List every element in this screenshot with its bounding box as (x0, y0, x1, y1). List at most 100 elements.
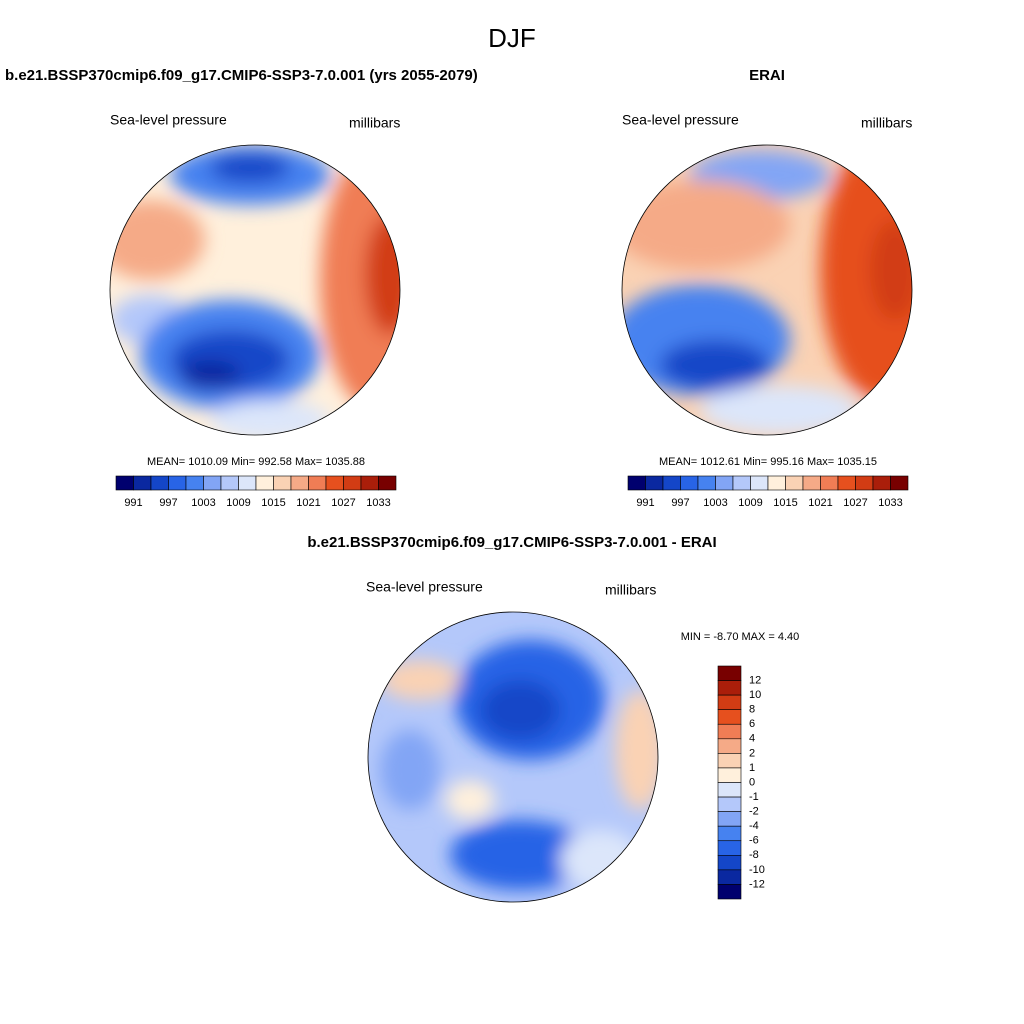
colorbar-box (750, 475, 769, 491)
colorbar-box (717, 767, 742, 783)
colorbar-label: 4 (749, 733, 755, 745)
colorbar-box (150, 475, 169, 491)
colorbar-box (697, 475, 716, 491)
colorbar-box (732, 475, 751, 491)
colorbar-label: 1015 (773, 497, 797, 509)
colorbar-box (717, 753, 742, 769)
field-label: Sea-level pressure (622, 112, 739, 128)
colorbar-box (360, 475, 379, 491)
colorbar-box (890, 475, 909, 491)
colorbar-label: 1009 (226, 497, 250, 509)
colorbar-box (220, 475, 239, 491)
colorbar: 991 997 1003 1009 1015 1021 1027 1033 (115, 475, 397, 509)
colorbar-label: -8 (749, 849, 759, 861)
colorbar-label: 997 (671, 497, 689, 509)
panel-title: ERAI (749, 67, 785, 84)
colorbar-label: -12 (749, 878, 765, 890)
colorbar-label: -1 (749, 791, 759, 803)
colorbar-box (238, 475, 257, 491)
colorbar-label: 6 (749, 718, 755, 730)
colorbar-label: -10 (749, 864, 765, 876)
colorbar-box (645, 475, 664, 491)
colorbar-label: 1 (749, 762, 755, 774)
colorbar-label: 0 (749, 776, 755, 788)
colorbar-label: 991 (124, 497, 142, 509)
colorbar-label: 10 (749, 689, 761, 701)
colorbar-box (717, 680, 742, 696)
colorbar-box (308, 475, 327, 491)
colorbar-label: 12 (749, 674, 761, 686)
map-border (621, 144, 913, 436)
colorbar-label: 1003 (191, 497, 215, 509)
colorbar-box (717, 811, 742, 827)
colorbar-label: 1015 (261, 497, 285, 509)
colorbar-box (872, 475, 891, 491)
colorbar-box (785, 475, 804, 491)
colorbar-box (662, 475, 681, 491)
map-stats: MIN = -8.70 MAX = 4.40 (681, 631, 800, 643)
colorbar-label: 1027 (843, 497, 867, 509)
panel-title: b.e21.BSSP370cmip6.f09_g17.CMIP6-SSP3-7.… (307, 534, 716, 551)
colorbar-box (717, 665, 742, 681)
colorbar-label: 1027 (331, 497, 355, 509)
colorbar-box (717, 840, 742, 856)
colorbar-box (185, 475, 204, 491)
colorbar-box (325, 475, 344, 491)
colorbar-label: 1021 (808, 497, 832, 509)
colorbar-box (133, 475, 152, 491)
colorbar-box (837, 475, 856, 491)
map-border (367, 611, 659, 903)
colorbar-label: 8 (749, 704, 755, 716)
colorbar-label: 1021 (296, 497, 320, 509)
colorbar-box (115, 475, 134, 491)
colorbar-box (168, 475, 187, 491)
map (110, 145, 400, 435)
colorbar-label: 2 (749, 747, 755, 759)
colorbar-box (717, 738, 742, 754)
figure-title: DJF (488, 23, 536, 53)
map-border (109, 144, 401, 436)
map (622, 145, 912, 435)
colorbar-box (680, 475, 699, 491)
colorbar-box (378, 475, 397, 491)
colorbar-box (255, 475, 274, 491)
colorbar-label: 991 (636, 497, 654, 509)
colorbar-box (627, 475, 646, 491)
field-label: Sea-level pressure (110, 112, 227, 128)
colorbar-label: 1033 (878, 497, 902, 509)
colorbar-box (717, 796, 742, 812)
units-label: millibars (605, 582, 656, 598)
colorbar-box (343, 475, 362, 491)
colorbar-label: 1003 (703, 497, 727, 509)
colorbar-label: -4 (749, 820, 759, 832)
colorbar-box (820, 475, 839, 491)
colorbar-box (717, 709, 742, 725)
colorbar-box (855, 475, 874, 491)
colorbar-box (717, 884, 742, 900)
colorbar-box (717, 723, 742, 740)
colorbar-box (717, 782, 742, 798)
colorbar-box (802, 475, 821, 491)
colorbar-box (715, 475, 734, 491)
colorbar-box (203, 475, 222, 491)
map-stats: MEAN= 1012.61 Min= 995.16 Max= 1035.15 (659, 456, 877, 468)
colorbar-label: -2 (749, 806, 759, 818)
colorbar-box (717, 694, 742, 710)
colorbar-box (717, 825, 742, 842)
colorbar-label: 997 (159, 497, 177, 509)
map (368, 612, 658, 902)
colorbar-label: 1009 (738, 497, 762, 509)
colorbar-box (767, 475, 786, 491)
field-label: Sea-level pressure (366, 579, 483, 595)
units-label: millibars (861, 115, 912, 131)
colorbar-label: -6 (749, 835, 759, 847)
colorbar-box (290, 475, 309, 491)
panel-title: b.e21.BSSP370cmip6.f09_g17.CMIP6-SSP3-7.… (5, 67, 478, 84)
map-stats: MEAN= 1010.09 Min= 992.58 Max= 1035.88 (147, 456, 365, 468)
units-label: millibars (349, 115, 400, 131)
colorbar-label: 1033 (366, 497, 390, 509)
colorbar-box (717, 855, 742, 871)
colorbar: 991 997 1003 1009 1015 1021 1027 1033 (627, 475, 909, 509)
